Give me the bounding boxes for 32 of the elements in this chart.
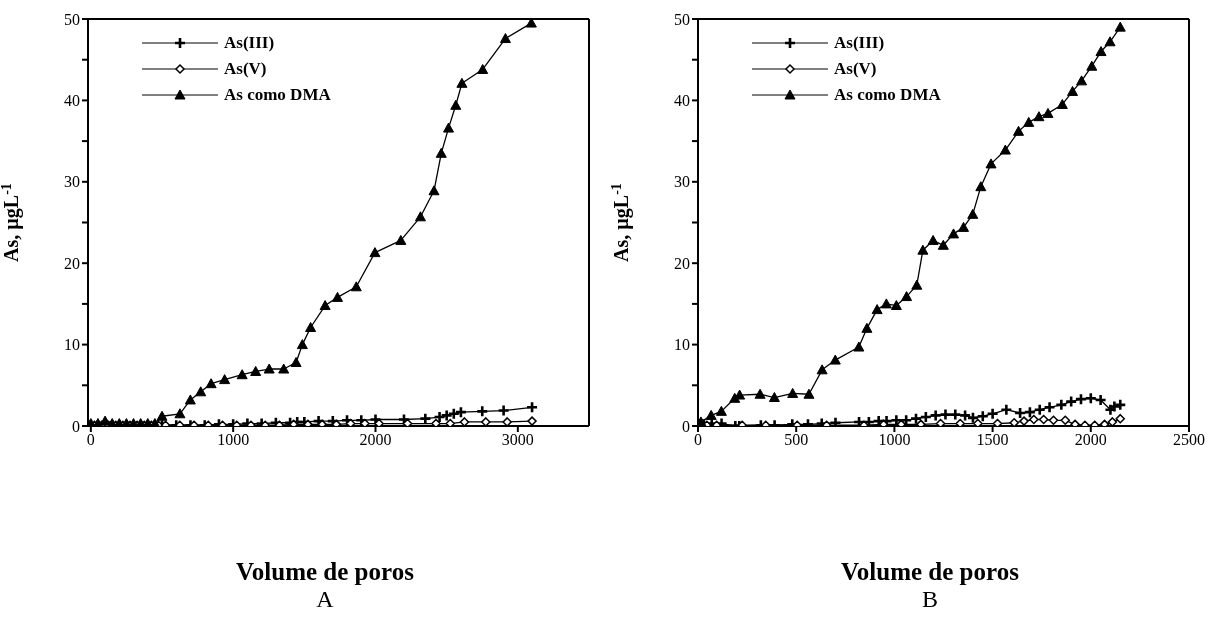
- y-tick-label: 30: [674, 173, 690, 191]
- legend-label: As como DMA: [834, 85, 941, 105]
- y-tick-label: 0: [682, 417, 690, 435]
- x-tick-label: 500: [784, 431, 809, 449]
- y-tick-label: 20: [674, 254, 690, 272]
- text: B: [921, 586, 939, 613]
- x-tick-label: 2000: [359, 431, 392, 449]
- x-tick-label: 1500: [976, 431, 1009, 449]
- y-tick-label: 10: [674, 336, 690, 354]
- x-tick-label: 0: [86, 431, 95, 449]
- y-tick-label: 50: [674, 10, 690, 28]
- y-tick-label: 10: [64, 336, 80, 354]
- x-tick-label: 3000: [501, 431, 534, 449]
- legend-label: As(III): [224, 33, 275, 53]
- x-axis-title: Volume de poros: [235, 558, 415, 586]
- x-tick-label: 1000: [217, 431, 250, 449]
- x-axis-title: Volume de poros: [840, 558, 1020, 586]
- y-tick-label: 30: [64, 173, 80, 191]
- x-tick-label: 2000: [1074, 431, 1107, 449]
- legend-label: As como DMA: [224, 85, 331, 105]
- text: A: [315, 586, 335, 613]
- y-tick-label: 0: [72, 417, 80, 435]
- legend-label: As(V): [834, 59, 877, 79]
- y-tick-label: 40: [674, 92, 690, 110]
- x-tick-label: 0: [694, 431, 702, 449]
- x-tick-label: 2500: [1173, 431, 1205, 449]
- legend-label: As(V): [224, 59, 267, 79]
- y-tick-label: 20: [64, 254, 80, 272]
- y-tick-label: 40: [64, 92, 80, 110]
- legend-label: As(III): [834, 33, 885, 53]
- y-tick-label: 50: [64, 10, 80, 28]
- x-tick-label: 1000: [878, 431, 911, 449]
